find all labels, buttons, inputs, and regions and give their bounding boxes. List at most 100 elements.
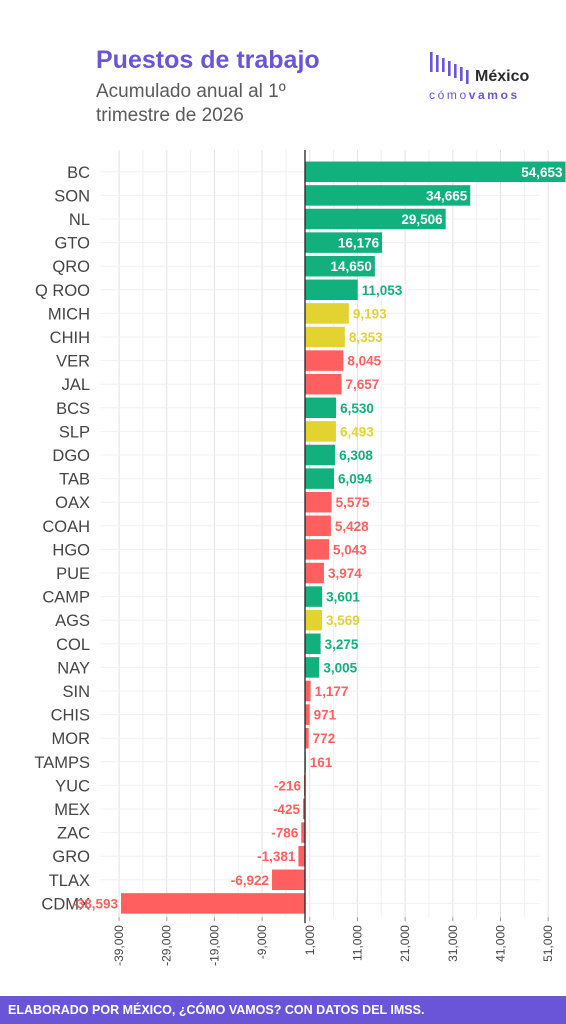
category-label: TAMPS xyxy=(34,754,90,772)
value-label: -6,922 xyxy=(231,873,269,888)
value-label: 5,575 xyxy=(336,495,370,510)
category-label: NL xyxy=(69,211,90,229)
bar-nl xyxy=(305,208,446,230)
bar-jal xyxy=(305,373,342,395)
category-label: CDMX xyxy=(41,895,90,913)
category-label: TLAX xyxy=(49,872,90,890)
category-label: HGO xyxy=(52,541,90,559)
value-label: -1,381 xyxy=(257,849,296,864)
category-label: SIN xyxy=(62,683,90,701)
value-label: 9,193 xyxy=(353,306,387,321)
bar-chih xyxy=(305,326,345,348)
category-label: ZAC xyxy=(57,825,90,843)
value-label: -425 xyxy=(273,802,301,817)
bar-q-roo xyxy=(305,279,358,301)
category-label: GTO xyxy=(55,235,91,253)
x-tick-label: 11,000 xyxy=(350,925,364,961)
bar-tlax xyxy=(271,869,305,891)
value-label: 772 xyxy=(313,731,336,746)
bar-pue xyxy=(305,562,324,584)
x-tick-label: 51,000 xyxy=(541,925,555,962)
mexico-como-vamos-logo: México cómovamos xyxy=(428,50,552,106)
category-label: BC xyxy=(67,164,90,182)
bar-cdmx xyxy=(121,893,305,914)
value-label: 3,005 xyxy=(323,660,357,675)
value-label: 3,569 xyxy=(326,613,360,628)
bar-slp xyxy=(305,421,336,442)
footer-credit: ELABORADO POR MÉXICO, ¿CÓMO VAMOS? CON D… xyxy=(0,996,566,1024)
value-label: 6,530 xyxy=(340,401,374,416)
x-tick-label: -39,000 xyxy=(112,925,126,966)
logo-word: México xyxy=(475,68,530,85)
bar-ags xyxy=(305,609,323,631)
bar-zac xyxy=(301,822,305,843)
value-label: 5,043 xyxy=(333,542,367,557)
category-label: VER xyxy=(56,353,90,371)
value-label: 29,506 xyxy=(401,212,443,227)
category-label: QRO xyxy=(52,258,90,276)
category-label: CAMP xyxy=(42,589,90,607)
logo-bars-icon xyxy=(430,52,469,84)
bar-bcs xyxy=(305,397,337,419)
value-label: 5,428 xyxy=(335,519,369,534)
value-label: -786 xyxy=(271,826,299,841)
value-label: 971 xyxy=(314,708,337,723)
category-label: BCS xyxy=(56,400,90,418)
logo-tagline-bold: vamos xyxy=(468,88,520,102)
category-label: GRO xyxy=(52,848,90,866)
value-label: 16,176 xyxy=(338,236,380,251)
x-tick-label: -9,000 xyxy=(255,925,269,959)
bar-qro xyxy=(305,255,375,277)
bar-sin xyxy=(305,680,311,702)
category-label: MEX xyxy=(54,801,90,819)
bar-ver xyxy=(305,350,344,371)
category-label: SLP xyxy=(59,423,90,441)
category-label: DGO xyxy=(52,447,90,465)
chart-subtitle: Acumulado anual al 1º trimestre de 2026 xyxy=(96,81,286,126)
x-tick-label: -29,000 xyxy=(160,925,174,966)
category-label: MOR xyxy=(52,730,91,748)
bar-gro xyxy=(298,845,305,867)
value-label: 3,275 xyxy=(325,637,359,652)
bar-mich xyxy=(305,303,349,324)
category-label: Q ROO xyxy=(35,282,90,300)
category-label: PUE xyxy=(56,565,90,583)
value-label: -216 xyxy=(274,778,302,793)
bar-chart: BC 54,653 SON 34,665 NL 29,506 GTO 16,176 QRO 14,… xyxy=(34,150,566,966)
value-label: 8,045 xyxy=(347,354,381,369)
chart-title: Puestos de trabajo xyxy=(96,46,320,74)
x-tick-label: 41,000 xyxy=(493,925,507,962)
value-label: -38,593 xyxy=(72,896,118,911)
bar-mex xyxy=(302,798,305,820)
value-label: 6,493 xyxy=(340,424,374,439)
bar-chis xyxy=(305,704,310,725)
value-label: 14,650 xyxy=(331,259,372,274)
bar-coah xyxy=(305,515,331,537)
value-label: 3,974 xyxy=(328,566,362,581)
category-label: COL xyxy=(56,636,90,654)
bar-hgo xyxy=(305,539,330,560)
category-label: SON xyxy=(54,187,90,205)
bar-nay xyxy=(305,657,320,678)
category-label: CHIH xyxy=(50,329,90,347)
category-label: MICH xyxy=(48,305,90,323)
value-label: 8,353 xyxy=(349,330,383,345)
logo-tagline: cómovamos xyxy=(429,88,520,102)
bar-son xyxy=(305,185,471,206)
x-tick-label: 21,000 xyxy=(398,925,412,962)
value-label: 11,053 xyxy=(362,283,403,298)
value-label: 7,657 xyxy=(346,377,380,392)
value-label: 54,653 xyxy=(521,165,563,180)
category-label: NAY xyxy=(57,659,90,677)
bar-oax xyxy=(305,491,332,513)
bar-camp xyxy=(305,586,323,607)
bar-bc xyxy=(305,161,566,183)
category-label: CHIS xyxy=(51,707,90,725)
value-label: 1,177 xyxy=(315,684,349,699)
bar-tab xyxy=(305,468,335,489)
value-label: 34,665 xyxy=(426,188,468,203)
bar-mor xyxy=(305,727,309,749)
category-label: COAH xyxy=(42,518,90,536)
category-label: TAB xyxy=(59,471,90,489)
bar-gto xyxy=(305,232,383,253)
